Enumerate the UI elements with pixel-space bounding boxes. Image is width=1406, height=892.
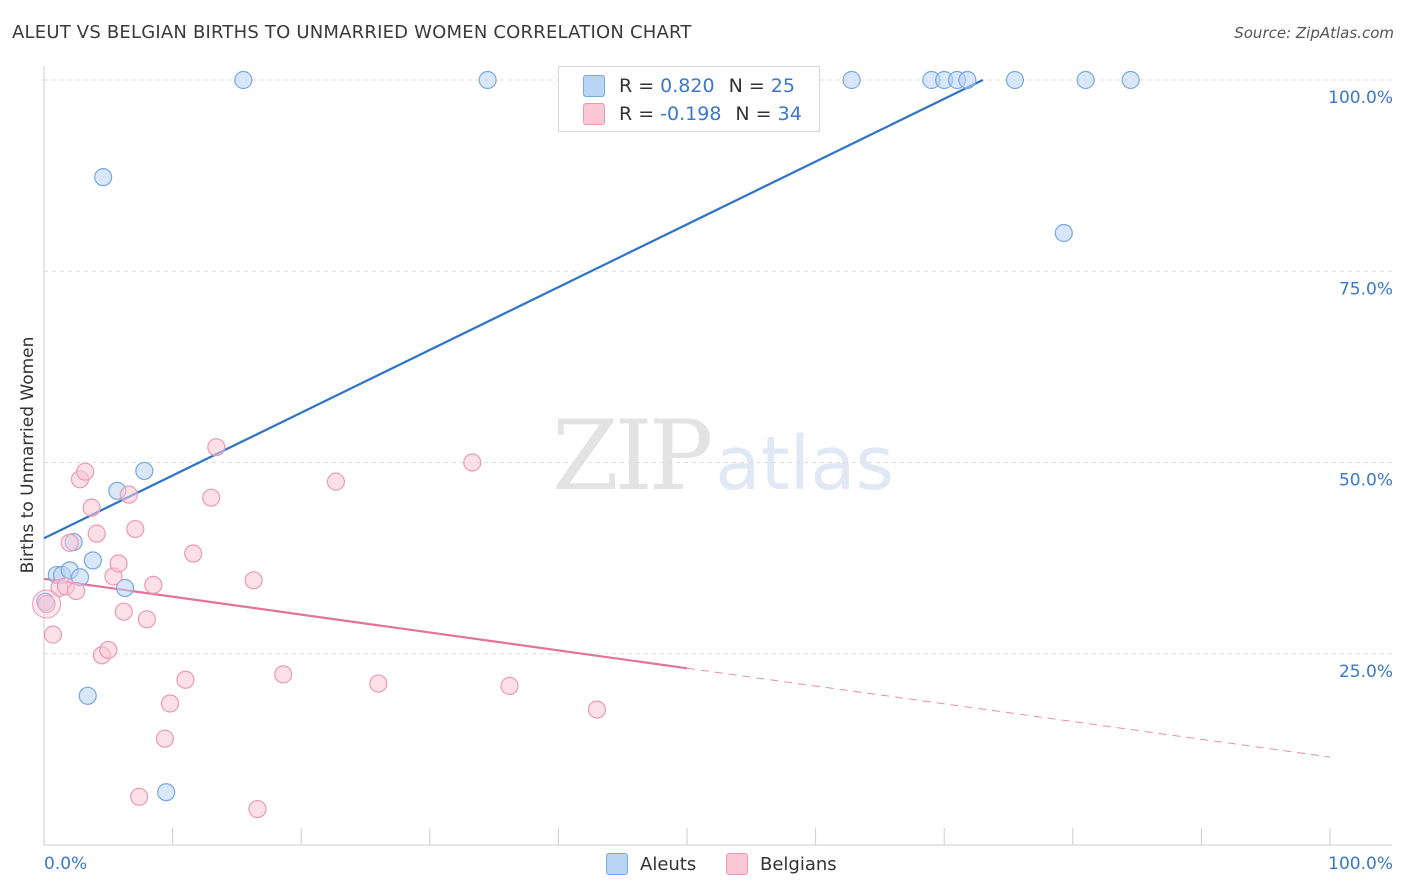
tick-labels: 100.0% 75.0% 50.0% 25.0% 0.0% 100.0%	[44, 88, 1393, 874]
belgian-swatch	[583, 103, 605, 125]
correlation-legend: R = 0.820 N = 25 R = -0.198 N = 34	[558, 66, 820, 132]
watermark-zip: ZIP	[552, 400, 713, 512]
source-label: Source: ZipAtlas.com	[1234, 24, 1394, 42]
legend-r-label: R =	[619, 103, 655, 125]
aleut-legend-label: Aleuts	[640, 853, 697, 875]
belgian-point	[114, 602, 133, 621]
bottom-legend-aleuts[interactable]: Aleuts	[606, 852, 696, 876]
aleut-point	[94, 168, 113, 187]
belgian-legend-label: Belgians	[760, 853, 837, 875]
aleut-point	[1076, 70, 1095, 90]
belgian-point	[137, 610, 156, 629]
belgian-point	[160, 694, 180, 713]
axes	[43, 66, 1392, 846]
belgian-point	[109, 554, 128, 573]
belgian-point	[76, 462, 95, 481]
belgian-point	[144, 575, 163, 595]
belgian-point	[155, 729, 174, 748]
legend-r-value: -0.198	[660, 103, 722, 125]
belgian-trend-extension	[686, 667, 1331, 758]
belgian-point	[500, 676, 519, 695]
aleut-point	[842, 70, 861, 90]
belgian-point	[82, 498, 101, 517]
legend-r-label: R =	[619, 75, 655, 97]
aleut-point	[958, 70, 977, 90]
belgian-point	[274, 665, 293, 684]
chart-title: ALEUT VS BELGIAN BIRTHS TO UNMARRIED WOM…	[12, 22, 692, 43]
belgian-point	[184, 544, 203, 563]
belgian-point	[176, 670, 195, 689]
belgian-point	[463, 453, 482, 472]
legend-n-value: 25	[770, 75, 795, 97]
x-tick-label: 0.0%	[44, 854, 87, 874]
data-points	[32, 70, 1140, 819]
belgian-point	[119, 485, 138, 504]
y-tick-label: 50.0%	[1339, 471, 1393, 491]
belgian-legend-swatch	[726, 853, 748, 875]
aleut-point	[135, 461, 154, 481]
legend-n-label: N =	[728, 75, 765, 97]
legend-n-value: 34	[777, 103, 802, 125]
aleut-point	[78, 686, 97, 705]
aleut-point	[1054, 223, 1073, 243]
aleut-point	[1121, 70, 1140, 90]
belgian-point	[248, 799, 267, 819]
y-tick-label: 75.0%	[1339, 279, 1393, 299]
watermark-atlas: atlas	[715, 421, 895, 507]
legend-row-belgians: R = -0.198 N = 34	[583, 101, 808, 127]
grid	[44, 79, 1392, 655]
aleut-point	[83, 551, 102, 570]
belgian-point	[369, 674, 388, 693]
belgian-point	[43, 625, 63, 644]
legend-n-label: N =	[735, 103, 772, 125]
aleut-point	[157, 783, 176, 802]
aleut-swatch	[583, 75, 605, 97]
belgian-point	[587, 700, 607, 719]
belgian-point	[326, 472, 346, 491]
belgian-point	[244, 571, 263, 590]
belgian-point	[60, 533, 79, 552]
belgian-point	[87, 524, 106, 543]
legend-row-aleuts: R = 0.820 N = 25	[583, 73, 801, 99]
belgian-point	[207, 438, 226, 457]
belgian-point	[99, 640, 118, 660]
aleut-trend-line	[43, 79, 984, 540]
belgian-point	[202, 488, 221, 507]
belgian-point	[67, 581, 86, 601]
belgian-point-cluster	[32, 589, 62, 619]
bottom-legend-belgians[interactable]: Belgians	[726, 852, 837, 876]
aleut-point	[115, 578, 135, 598]
y-tick-label: 25.0%	[1339, 662, 1393, 682]
aleut-point	[234, 70, 253, 90]
legend-r-value: 0.820	[660, 75, 715, 97]
watermark: ZIPatlas	[552, 400, 894, 512]
belgian-point	[130, 787, 149, 806]
aleut-legend-swatch	[606, 853, 628, 875]
aleut-point	[1005, 70, 1025, 90]
trend-lines	[43, 79, 1331, 758]
aleut-point	[478, 70, 497, 90]
belgian-point	[126, 519, 145, 539]
x-tick-label: 100.0%	[1328, 854, 1393, 874]
y-tick-label: 100.0%	[1328, 88, 1393, 108]
belgian-point	[37, 594, 56, 614]
